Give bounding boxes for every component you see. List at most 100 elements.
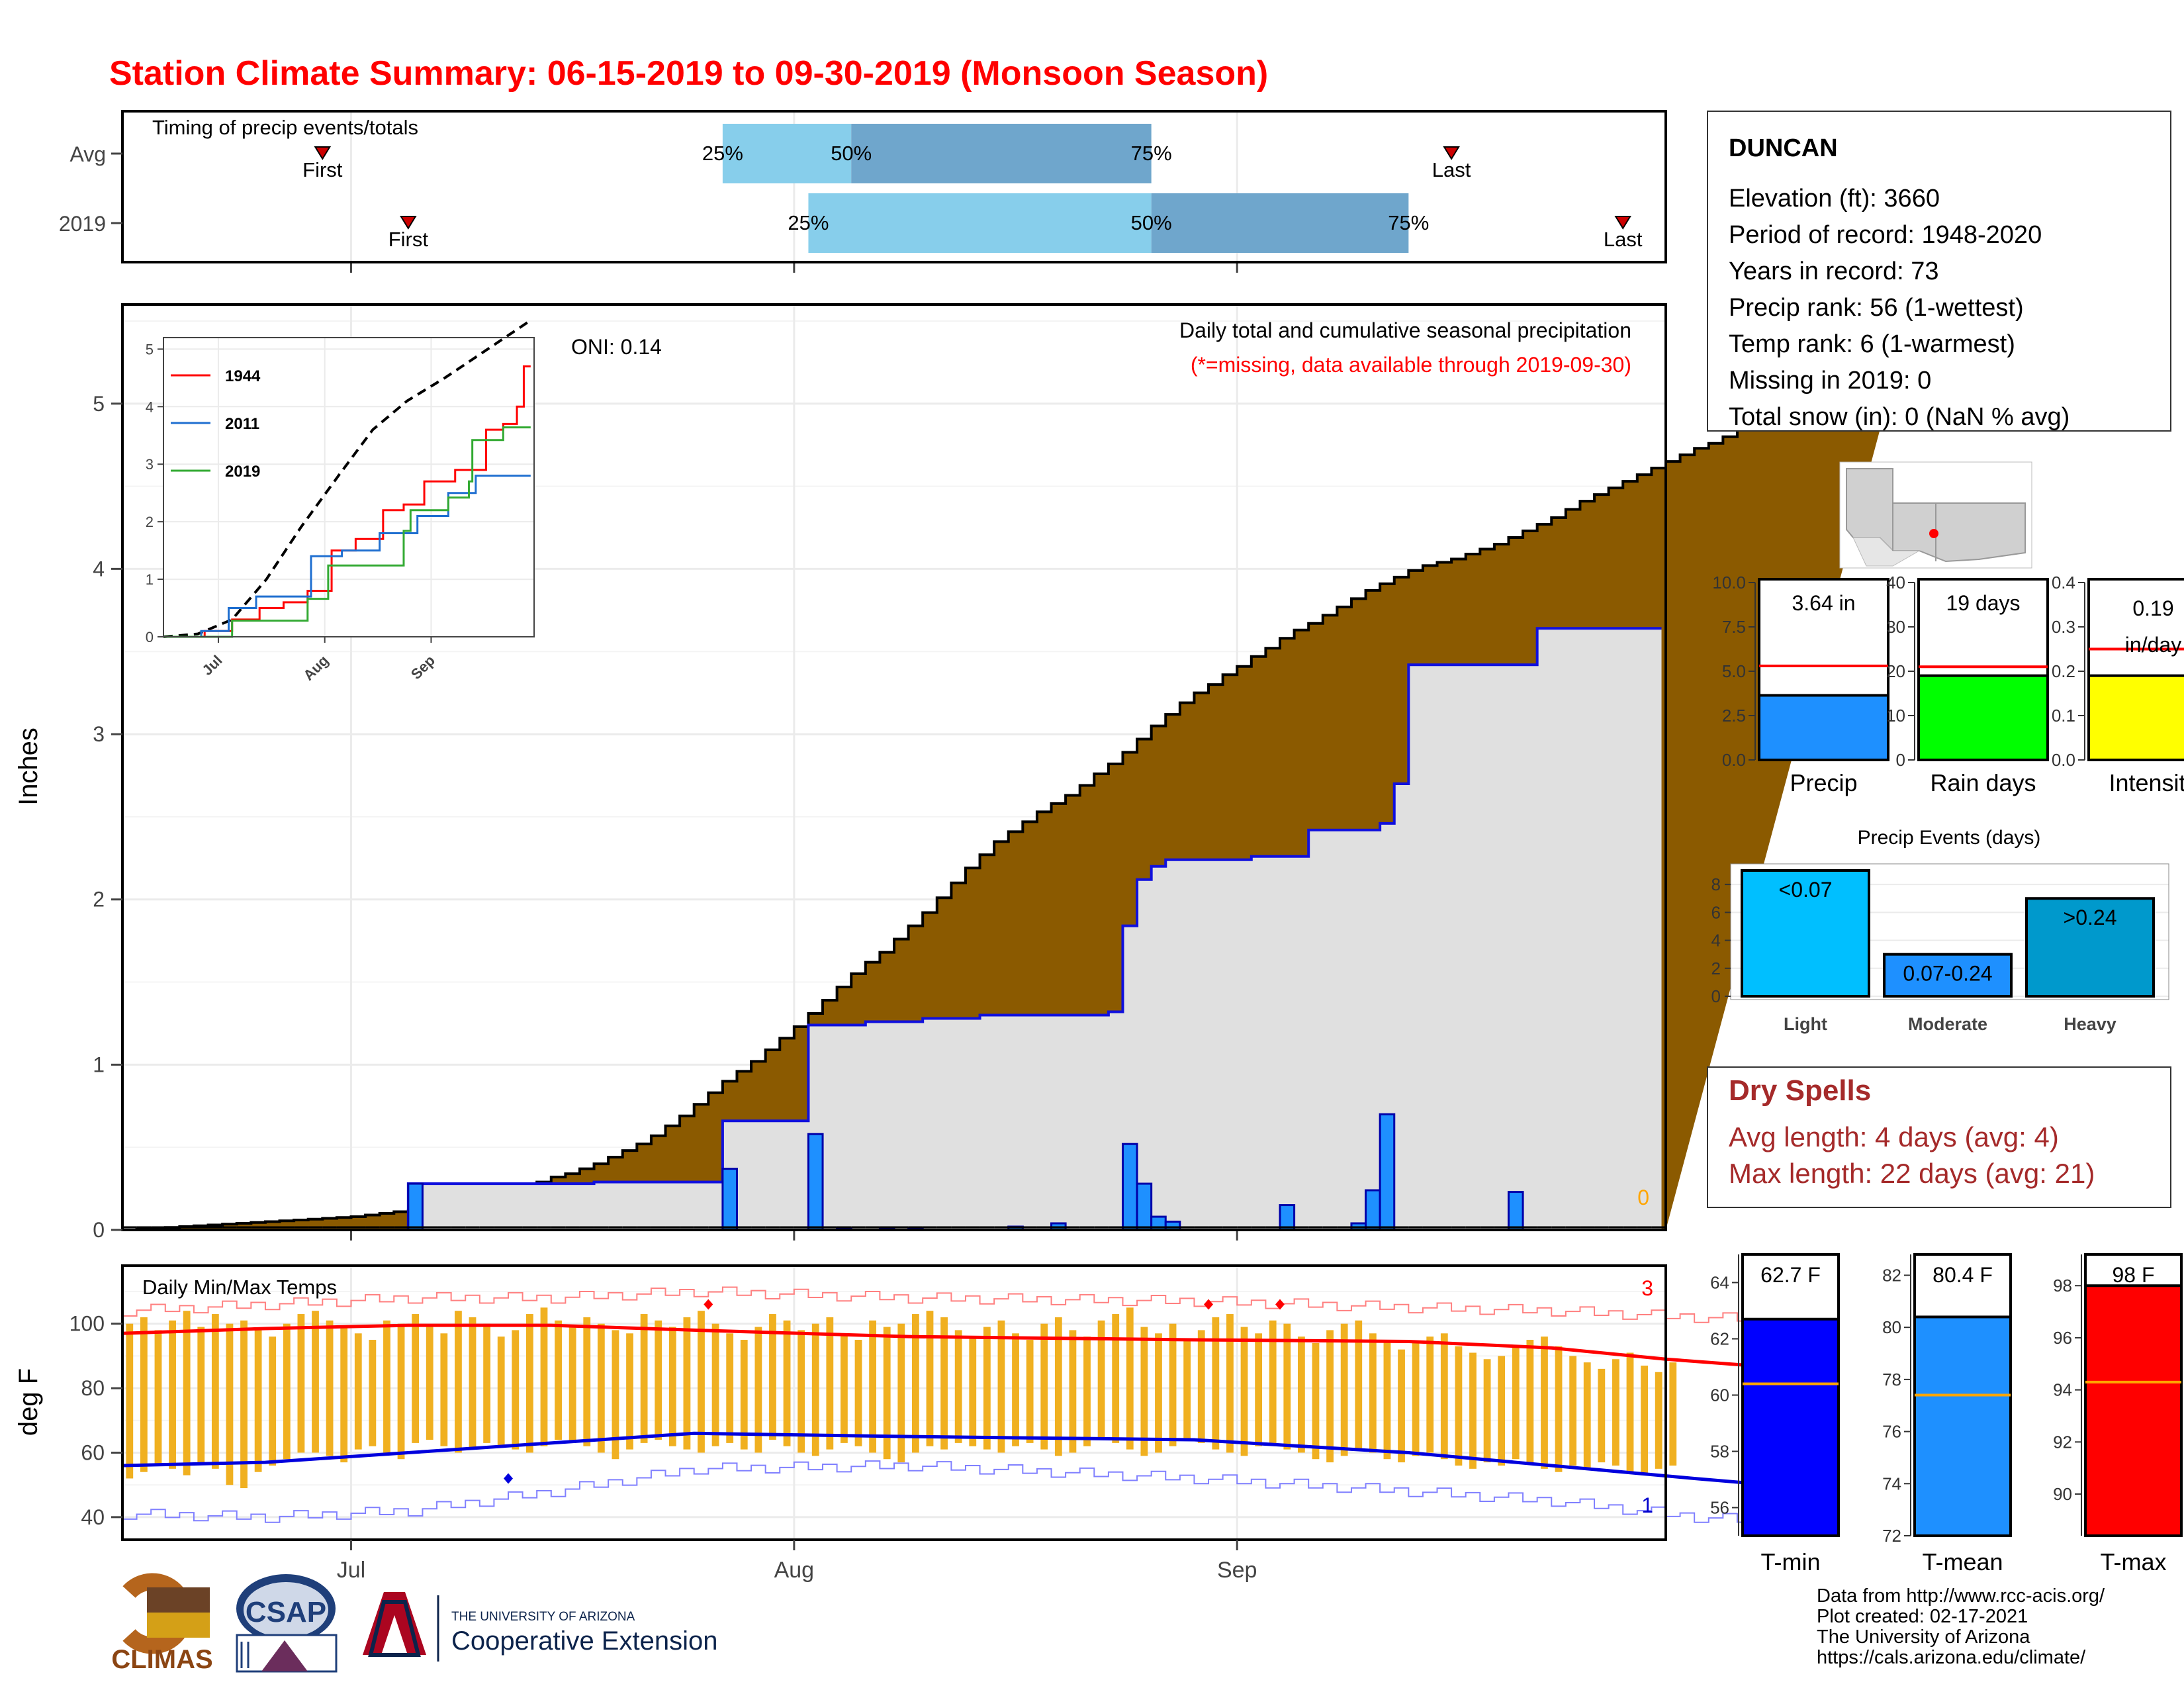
mini-ytick-label: 0.2 xyxy=(2052,661,2075,681)
temp-summary-ytick-label: 94 xyxy=(2053,1380,2072,1400)
mini-ytick-label: 5.0 xyxy=(1722,661,1746,681)
timing-last-label: Last xyxy=(1432,158,1471,181)
events-category-label: Light xyxy=(1784,1014,1827,1034)
daily-temp-bar xyxy=(997,1320,1005,1453)
daily-temp-bar xyxy=(569,1327,576,1443)
daily-precip-bar xyxy=(1136,1182,1153,1231)
precip-ytick-label: 2 xyxy=(93,888,105,912)
mini-ytick-label: 0.0 xyxy=(1722,750,1746,770)
temp-summary-value-label: 62.7 F xyxy=(1760,1263,1821,1287)
daily-temp-bar xyxy=(540,1307,548,1446)
daily-temp-bar xyxy=(1312,1342,1320,1460)
daily-temp-bar xyxy=(1255,1333,1263,1446)
daily-temp-bar xyxy=(1340,1323,1348,1456)
footer-line: Data from http://www.rcc-acis.org/ xyxy=(1817,1585,2105,1607)
daily-precip-bar xyxy=(1507,1191,1524,1231)
daily-temp-bar xyxy=(297,1314,305,1453)
daily-temp-bar xyxy=(1383,1340,1391,1460)
temp-summary-ytick-label: 72 xyxy=(1882,1526,1901,1546)
mini-ytick-label: 7.5 xyxy=(1722,617,1746,637)
mini-category-label: Precip xyxy=(1790,769,1857,796)
daily-temp-bar xyxy=(1455,1346,1463,1466)
daily-temp-bar xyxy=(1069,1330,1077,1453)
station-info-line: Missing in 2019: 0 xyxy=(1729,367,1931,395)
mini-bar-precip xyxy=(1758,694,1889,761)
events-ytick-label: 6 xyxy=(1711,902,1721,922)
events-bar-moderate xyxy=(1883,953,2013,998)
daily-temp-bar xyxy=(525,1314,533,1453)
record-low-line xyxy=(122,1460,1809,1527)
precip-ytick-label: 5 xyxy=(93,392,105,416)
inset-ytick-label: 1 xyxy=(146,571,154,588)
daily-temp-bar xyxy=(1398,1349,1405,1463)
daily-precip-bar xyxy=(1379,1113,1396,1231)
inset-legend-label: 2019 xyxy=(225,463,260,481)
daily-temp-bar xyxy=(711,1323,719,1446)
temp-panel: 40 60 80 100 Jul Aug Sep deg F Daily Min/Max … xyxy=(14,1264,1809,1583)
timing-q75-label: 75% xyxy=(1388,211,1429,234)
daily-temp-bar xyxy=(197,1327,205,1463)
temp-summary-ytick-label: 74 xyxy=(1882,1474,1901,1493)
daily-temp-bar xyxy=(883,1327,891,1460)
record-low-marker xyxy=(504,1473,513,1484)
daily-temp-bar xyxy=(1555,1346,1563,1472)
temp-ytick-label: 80 xyxy=(81,1376,105,1400)
mini-ytick-label: 0.3 xyxy=(2052,617,2075,637)
daily-temp-bar xyxy=(269,1336,277,1466)
station-info-line: Years in record: 73 xyxy=(1729,258,1939,285)
events-ytick-label: 8 xyxy=(1711,874,1721,894)
footer-line: https://cals.arizona.edu/climate/ xyxy=(1817,1647,2086,1668)
temp-summary-ytick-label: 76 xyxy=(1882,1422,1901,1442)
daily-temp-bar xyxy=(655,1320,662,1440)
precip-panel: 0 1 2 3 4 5 Inches ONI: 0.14 Daily total and … xyxy=(14,303,1895,1242)
events-category-label: Moderate xyxy=(1908,1014,1987,1034)
timing-last-marker xyxy=(1443,146,1460,160)
daily-temp-bar xyxy=(1626,1352,1634,1472)
timing-q25-q50-bar xyxy=(808,193,1152,253)
daily-temp-bar xyxy=(897,1323,905,1463)
daily-temp-bar xyxy=(211,1314,219,1469)
timing-panel: 25% 50% 75% First Last 25% 50% 75% First Last Tim… xyxy=(59,110,1667,273)
daily-temp-bar xyxy=(1469,1352,1477,1469)
record-high-marker xyxy=(704,1299,713,1310)
mini-value-label: 3.64 in xyxy=(1792,591,1855,615)
timing-q50-q75-bar xyxy=(1151,193,1409,253)
daily-temp-bar xyxy=(455,1311,462,1453)
footer-credits: Data from http://www.rcc-acis.org/Plot c… xyxy=(1817,1585,2105,1668)
timing-q25-q50-bar xyxy=(722,124,852,183)
daily-temp-bar xyxy=(583,1317,591,1446)
timing-title: Timing of precip events/totals xyxy=(152,116,418,139)
timing-q50-label: 50% xyxy=(1131,211,1172,234)
dry-spells-title: Dry Spells xyxy=(1729,1074,1871,1107)
temp-summary-ytick-label: 90 xyxy=(2053,1484,2072,1504)
daily-temp-bar xyxy=(911,1314,919,1453)
daily-precip-bar xyxy=(1121,1143,1138,1231)
daily-temp-bar xyxy=(640,1314,648,1443)
daily-temp-bar xyxy=(1440,1333,1448,1460)
daily-temp-bar xyxy=(1140,1327,1148,1456)
timing-q75-label: 75% xyxy=(1131,142,1172,165)
daily-temp-bar xyxy=(1054,1317,1062,1456)
mini-ytick-label: 0.0 xyxy=(2052,750,2075,770)
temp-summary-category-label: T-mean xyxy=(1922,1548,2003,1575)
csap-logo: CSAP xyxy=(236,1574,338,1673)
dry-spells-box: Dry Spells Avg length: 4 days (avg: 4) M… xyxy=(1707,1066,2171,1208)
mini-ytick-label: 30 xyxy=(1886,617,1905,637)
daily-temp-bar xyxy=(1297,1336,1305,1453)
temp-summary-category-label: T-max xyxy=(2100,1548,2166,1575)
daily-temp-bar xyxy=(1512,1346,1520,1460)
daily-temp-bar xyxy=(626,1333,633,1450)
temp-summary-ytick-label: 64 xyxy=(1710,1273,1729,1293)
temp-summary-bar-t-max xyxy=(2084,1284,2183,1537)
temp-summary-ytick-label: 56 xyxy=(1710,1498,1729,1518)
daily-temp-bar xyxy=(1283,1323,1291,1450)
precip-events-chart: Precip Events (days) <0.07 Light 0.07-0.24… xyxy=(1711,827,2169,1034)
station-info-line: Temp rank: 6 (1-warmest) xyxy=(1729,330,2015,358)
record-high-line xyxy=(122,1286,1809,1325)
daily-temp-bar xyxy=(969,1336,977,1446)
daily-temp-bar xyxy=(1040,1323,1048,1450)
daily-precip-bar xyxy=(721,1168,738,1231)
temp-summary-ytick-label: 60 xyxy=(1710,1385,1729,1405)
temp-summary-value-label: 98 F xyxy=(2112,1263,2154,1287)
